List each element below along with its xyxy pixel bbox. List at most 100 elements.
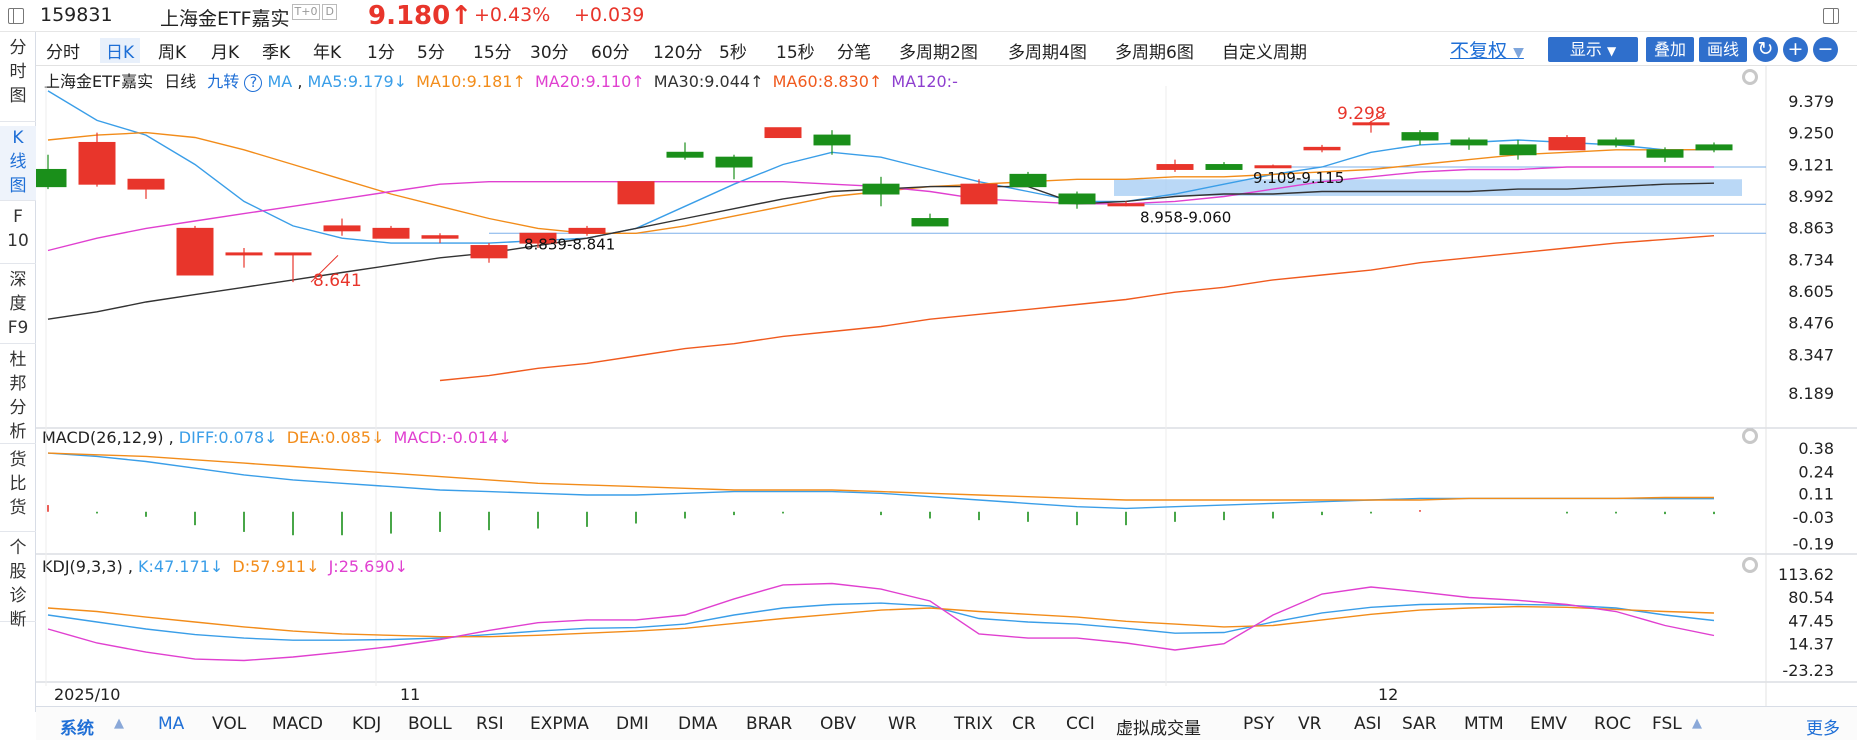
indicator-bar: 系统 ▲ MA VOL MACD KDJ BOLL RSI EXPMA DMI DMA BRAR OBV… <box>36 706 1857 740</box>
title-bar: 159831 上海金ETF嘉实 T+0 D 9.180↑ +0.43% +0.039 <box>0 0 1857 32</box>
indicator-17[interactable]: PSY <box>1243 714 1275 734</box>
main-legend: 上海金ETF嘉实 日线 九转 ? MA , MA5:9.179↓ MA10:9.… <box>44 72 958 92</box>
draw-button[interactable]: 画线 <box>1699 37 1747 62</box>
y-tick-label: 9.379 <box>1788 92 1834 111</box>
candle-body <box>470 245 508 259</box>
left-tab-5[interactable]: 货比货 <box>0 448 36 532</box>
indicator-5[interactable]: BOLL <box>408 714 452 734</box>
display-button[interactable]: 显示 ▼ <box>1548 37 1638 62</box>
indicator-4[interactable]: KDJ <box>352 714 382 734</box>
refresh-icon[interactable]: ↻ <box>1753 37 1778 62</box>
ma-line-ma60 <box>439 235 1715 382</box>
period-16[interactable]: 多周期4图 <box>1008 43 1087 63</box>
indicator-15[interactable]: CCI <box>1066 714 1095 734</box>
left-tab-6[interactable]: 个股诊断 <box>0 536 36 630</box>
triangle-up-icon[interactable]: ▲ <box>1692 716 1702 731</box>
change-percent: +0.43% <box>474 4 551 26</box>
indicator-19[interactable]: ASI <box>1354 714 1382 734</box>
period-1[interactable]: 日K <box>100 38 141 63</box>
indicator-20[interactable]: SAR <box>1402 714 1437 734</box>
jiuzhuan-toggle[interactable]: 九转 <box>207 72 240 91</box>
candle-body <box>323 225 361 232</box>
period-9[interactable]: 30分 <box>530 43 569 63</box>
indicator-8[interactable]: DMI <box>616 714 649 734</box>
indicator-6[interactable]: RSI <box>476 714 504 734</box>
period-11[interactable]: 120分 <box>653 43 703 63</box>
indicator-7[interactable]: EXPMA <box>530 714 589 734</box>
indicator-13[interactable]: TRIX <box>954 714 993 734</box>
period-3[interactable]: 月K <box>211 43 240 63</box>
candle-body <box>274 252 312 256</box>
chart-canvas[interactable]: 9.379 9.250 9.121 8.992 8.863 8.734 8.605 8.476… <box>36 66 1857 706</box>
y-tick-label: 8.992 <box>1788 187 1834 206</box>
period-10[interactable]: 60分 <box>591 43 630 63</box>
left-tabs: 分时图 K 线图 F 10 深度 F9 杜邦分析货比货个股诊断 <box>0 32 36 712</box>
candle-body <box>78 141 116 185</box>
indicator-16[interactable]: 虚拟成交量 <box>1116 719 1201 739</box>
ma-line-ma5 <box>47 90 1714 244</box>
period-0[interactable]: 分时 <box>46 43 80 63</box>
indicator-0[interactable]: 系统 <box>60 719 94 739</box>
indicator-10[interactable]: BRAR <box>746 714 793 734</box>
gear-icon[interactable] <box>1742 69 1758 85</box>
more-button[interactable]: 更多 <box>1806 719 1840 739</box>
period-13[interactable]: 15秒 <box>776 43 815 63</box>
zoom-out-icon[interactable]: − <box>1813 37 1838 62</box>
indicator-22[interactable]: EMV <box>1530 714 1568 734</box>
candle-body <box>1499 144 1537 156</box>
indicator-1[interactable]: MA <box>158 714 185 734</box>
left-tab-2[interactable]: F 10 <box>0 205 36 264</box>
period-6[interactable]: 1分 <box>367 43 395 63</box>
indicator-11[interactable]: OBV <box>820 714 857 734</box>
candle-body <box>36 168 67 188</box>
period-12[interactable]: 5秒 <box>719 43 747 63</box>
candle-body <box>1450 139 1488 146</box>
adjust-label: 不复权 <box>1450 40 1508 62</box>
selection-box <box>1114 179 1742 196</box>
kdj-title: KDJ(9,3,3) <box>42 557 123 576</box>
period-4[interactable]: 季K <box>262 43 291 63</box>
indicator-23[interactable]: ROC <box>1594 714 1632 734</box>
indicator-14[interactable]: CR <box>1012 714 1036 734</box>
period-7[interactable]: 5分 <box>417 43 445 63</box>
help-icon[interactable]: ? <box>244 74 263 92</box>
period-18[interactable]: 自定义周期 <box>1222 43 1307 63</box>
period-8[interactable]: 15分 <box>473 43 512 63</box>
zoom-in-icon[interactable]: + <box>1783 37 1808 62</box>
left-tab-0[interactable]: 分时图 <box>0 36 36 122</box>
indicator-18[interactable]: VR <box>1298 714 1322 734</box>
indicator-21[interactable]: MTM <box>1464 714 1504 734</box>
candle-body <box>1548 137 1586 151</box>
left-tab-4[interactable]: 杜邦分析 <box>0 348 36 444</box>
candle-body <box>1646 149 1684 158</box>
gear-icon[interactable] <box>1742 557 1758 573</box>
last-price: 9.180↑ <box>368 1 473 31</box>
chevron-down-icon: ▼ <box>1513 45 1524 61</box>
y-tick-label: 8.863 <box>1788 219 1834 238</box>
indicator-24[interactable]: FSL <box>1652 714 1682 734</box>
legend-macd: MACD:-0.014↓ <box>393 428 512 447</box>
triangle-up-icon[interactable]: ▲ <box>114 716 124 731</box>
candle-body <box>568 227 606 234</box>
indicator-2[interactable]: VOL <box>212 714 247 734</box>
adjust-select[interactable]: 不复权 ▼ <box>1450 36 1524 63</box>
candle-body <box>666 151 704 158</box>
period-2[interactable]: 周K <box>158 43 187 63</box>
sidebar-toggle-icon[interactable] <box>8 8 24 24</box>
overlay-button[interactable]: 叠加 <box>1646 37 1694 62</box>
panel-toggle-icon[interactable] <box>1823 8 1839 24</box>
period-15[interactable]: 多周期2图 <box>899 43 978 63</box>
t0-badge: T+0 <box>291 4 321 20</box>
range-annotation: 8.839-8.841 <box>524 235 615 253</box>
gear-icon[interactable] <box>1742 428 1758 444</box>
left-tab-3[interactable]: 深度 F9 <box>0 268 36 344</box>
period-17[interactable]: 多周期6图 <box>1115 43 1194 63</box>
period-bar: 分时 日K 周K 月K 季K 年K 1分 5分 15分 30分 60分 120分 5秒 15秒 分笔 多周期2… <box>36 32 1857 66</box>
indicator-9[interactable]: DMA <box>678 714 718 734</box>
indicator-12[interactable]: WR <box>888 714 917 734</box>
period-14[interactable]: 分笔 <box>837 43 871 63</box>
period-5[interactable]: 年K <box>313 43 342 63</box>
candle-body <box>1009 173 1047 188</box>
indicator-3[interactable]: MACD <box>272 714 323 734</box>
